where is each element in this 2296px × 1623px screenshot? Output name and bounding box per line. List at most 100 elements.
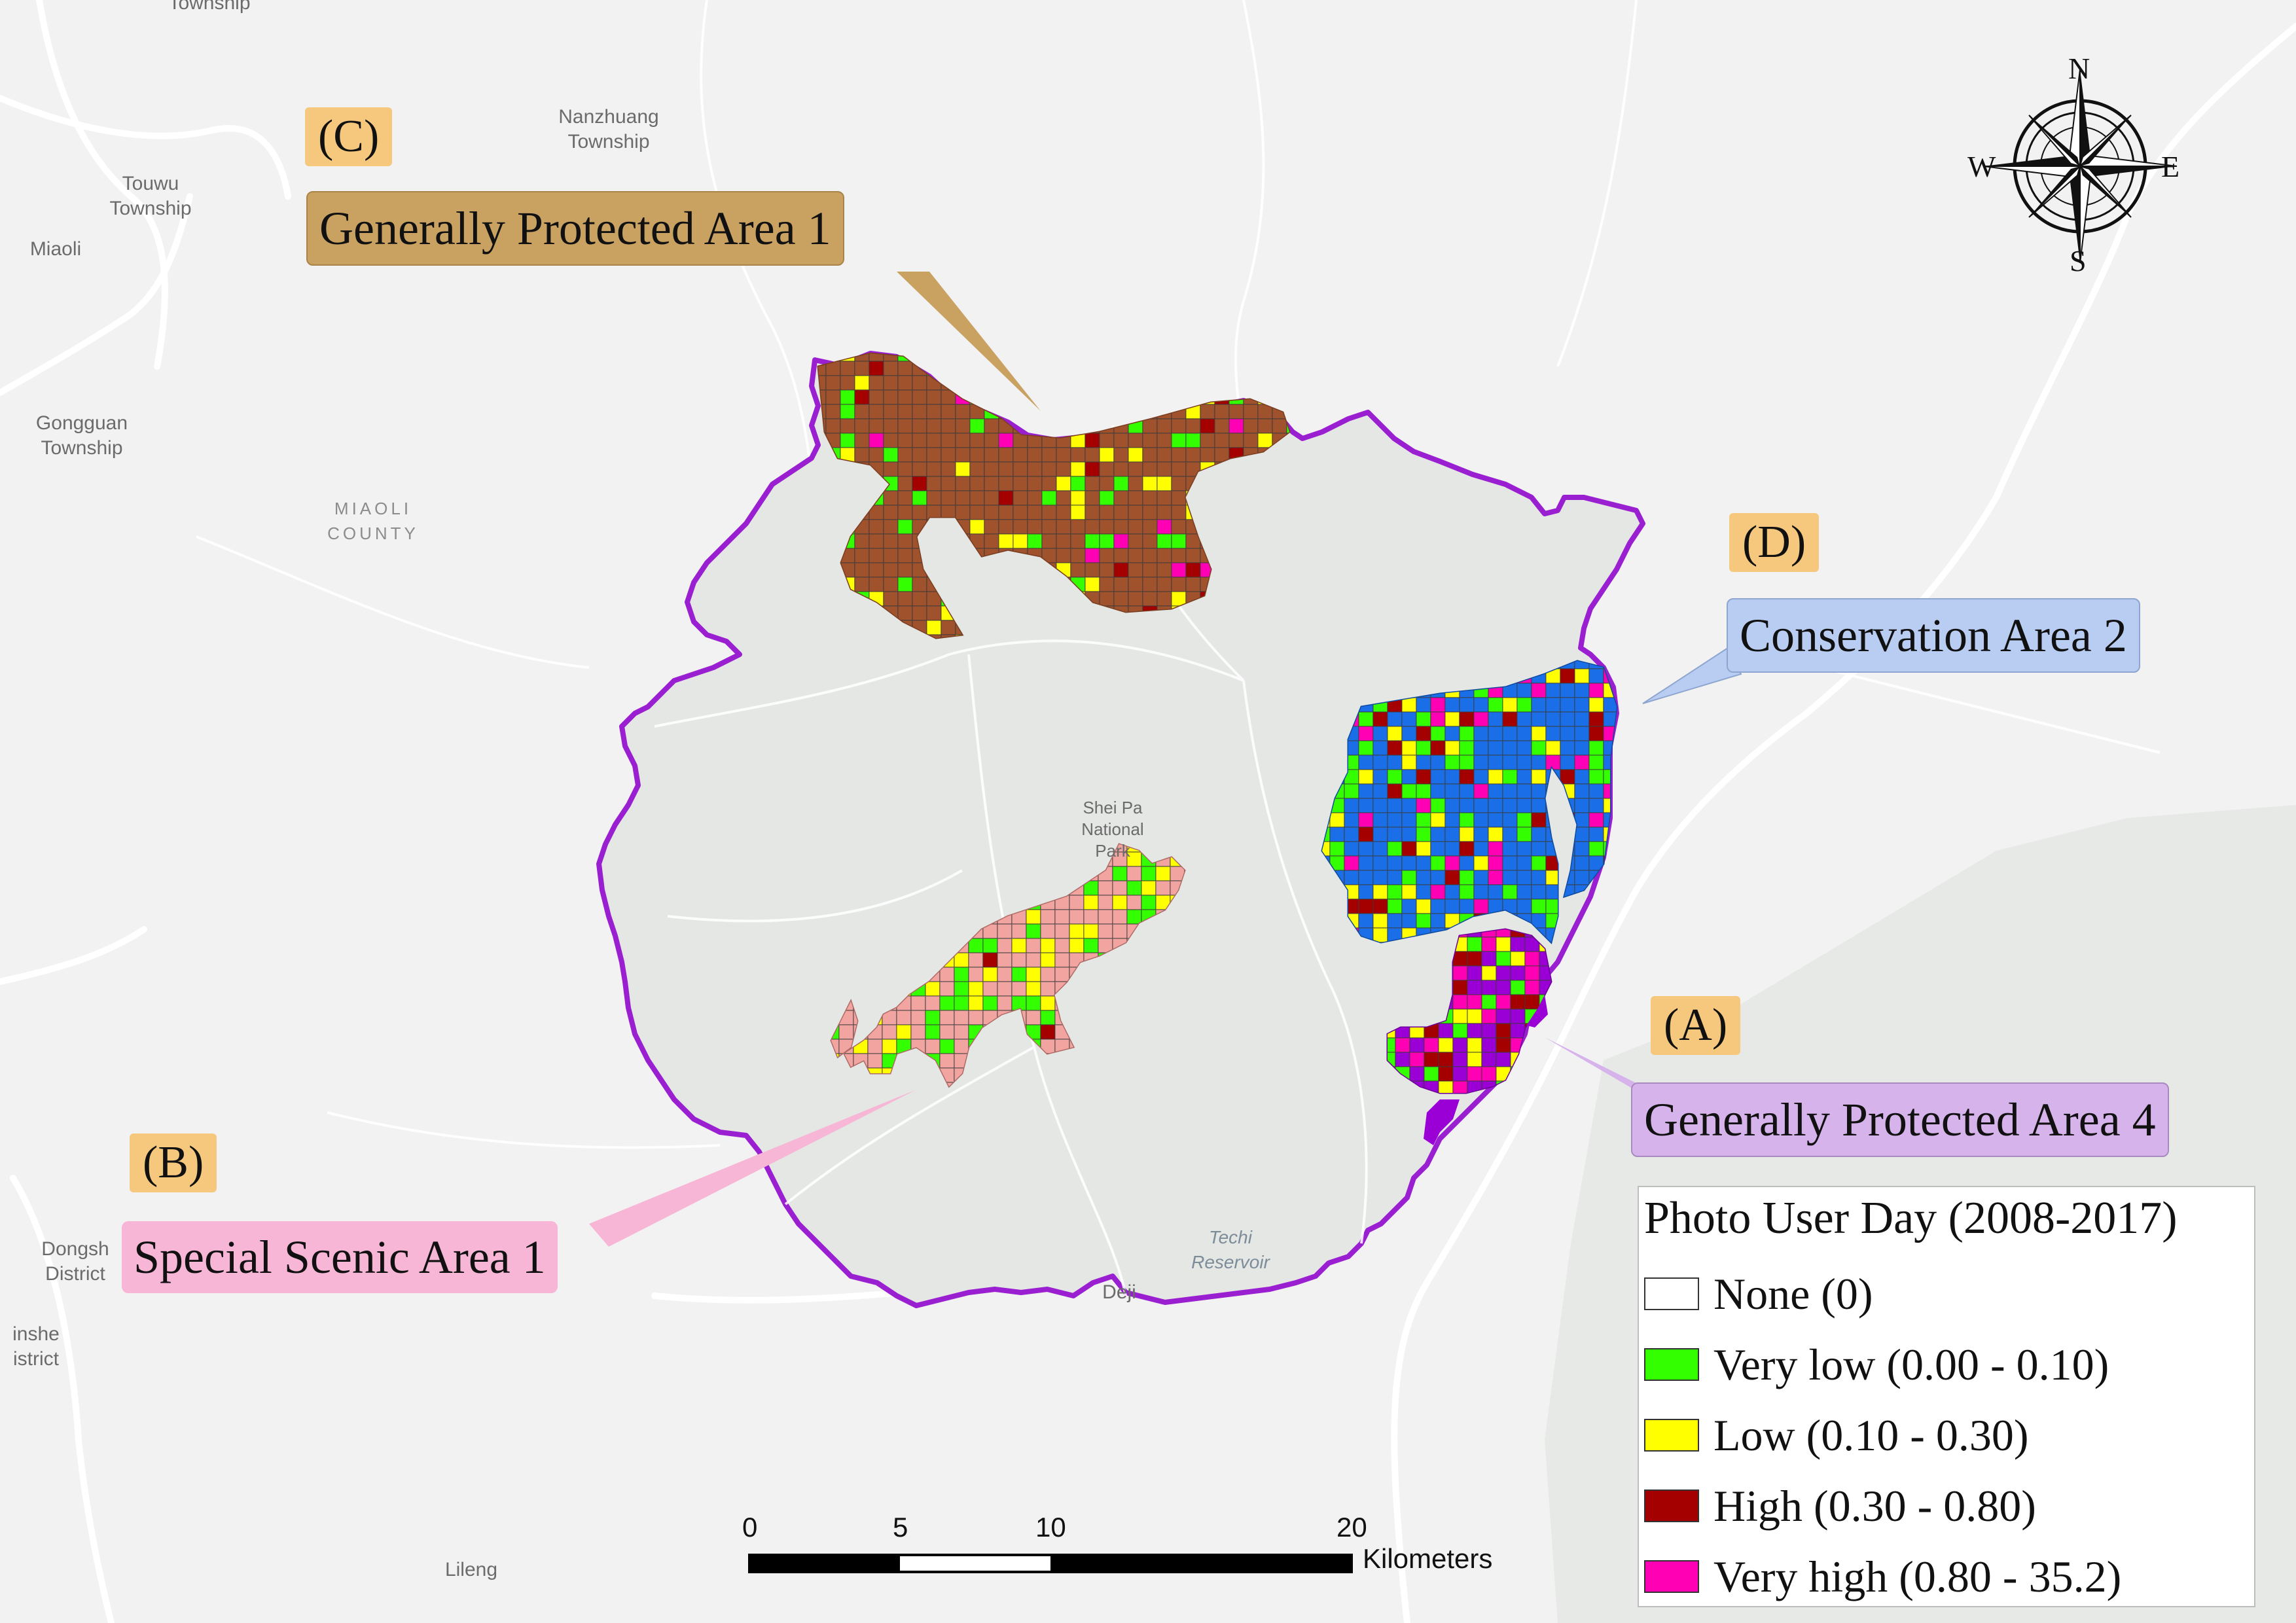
- grid-cell: [1142, 577, 1158, 592]
- grid-cell: [1358, 726, 1374, 741]
- grid-cell: [1452, 1037, 1468, 1053]
- grid-cell: [1387, 798, 1403, 813]
- grid-cell: [1054, 952, 1070, 968]
- grid-cell: [997, 952, 1013, 968]
- grid-cell: [883, 389, 899, 405]
- grid-cell: [854, 389, 870, 405]
- grid-cell: [912, 505, 927, 520]
- grid-cell: [1099, 533, 1115, 549]
- grid-cell: [1085, 519, 1100, 535]
- grid-cell: [1099, 519, 1115, 535]
- grid-cell: [1560, 668, 1575, 684]
- grid-cell: [955, 476, 971, 491]
- grid-cell: [1026, 952, 1041, 968]
- grid-cell: [984, 533, 999, 549]
- grid-cell: [1157, 476, 1172, 491]
- grid-cell: [1395, 1052, 1410, 1067]
- grid-cell: [1473, 855, 1489, 871]
- grid-cell: [1473, 726, 1489, 741]
- grid-cell: [1516, 841, 1532, 857]
- grid-cell: [1409, 1052, 1425, 1067]
- grid-cell: [1069, 895, 1085, 910]
- grid-cell: [883, 562, 899, 578]
- grid-cell: [1372, 769, 1388, 785]
- grid-cell: [1372, 798, 1388, 813]
- compass-s: S: [2070, 244, 2087, 277]
- grid-cell: [969, 505, 985, 520]
- grid-cell: [1560, 740, 1575, 756]
- grid-cell: [1056, 490, 1071, 506]
- grid-cell: [1112, 866, 1128, 882]
- grid-cell: [1481, 1037, 1497, 1053]
- grid-cell: [1171, 519, 1187, 535]
- grid-cell: [1430, 884, 1446, 900]
- grid-cell: [1085, 433, 1100, 448]
- grid-cell: [1444, 697, 1460, 713]
- grid-cell: [1438, 1023, 1454, 1039]
- place-label-nanzhuang: Nanzhuang Township: [558, 106, 659, 152]
- grid-cell: [1545, 711, 1561, 727]
- grid-cell: [1387, 855, 1403, 871]
- grid-cell: [1113, 577, 1129, 592]
- grid-cell: [1444, 798, 1460, 813]
- grid-cell: [1229, 433, 1244, 448]
- grid-cell: [954, 1024, 969, 1040]
- grid-cell: [1481, 1052, 1497, 1067]
- grid-cell: [1013, 476, 1028, 491]
- grid-cell: [1041, 505, 1057, 520]
- grid-cell: [1496, 951, 1511, 967]
- grid-cell: [1545, 697, 1561, 713]
- grid-cell: [969, 490, 985, 506]
- callout-gpa1: Generally Protected Area 1: [306, 191, 844, 266]
- grid-cell: [1416, 913, 1431, 929]
- legend-item-high: High (0.30 - 0.80): [1644, 1476, 2036, 1535]
- grid-cell: [1430, 740, 1446, 756]
- grid-cell: [825, 375, 841, 391]
- grid-cell: [910, 1010, 926, 1026]
- grid-cell: [998, 476, 1014, 491]
- grid-cell: [1516, 812, 1532, 828]
- grid-cell: [1401, 870, 1417, 885]
- grid-cell: [1531, 711, 1547, 727]
- grid-cell: [897, 577, 913, 592]
- grid-cell: [912, 591, 927, 607]
- grid-cell: [1502, 812, 1518, 828]
- grid-cell: [1070, 505, 1086, 520]
- grid-cell: [1372, 783, 1388, 799]
- grid-cell: [1358, 870, 1374, 885]
- grid-cell: [1574, 841, 1590, 857]
- grid-cell: [1243, 404, 1259, 419]
- grid-cell: [1588, 726, 1604, 741]
- grid-cell: [941, 490, 956, 506]
- grid-cell: [1070, 447, 1086, 463]
- grid-cell: [910, 1024, 926, 1040]
- grid-cell: [939, 1039, 955, 1054]
- grid-cell: [1157, 461, 1172, 477]
- grid-cell: [1574, 683, 1590, 698]
- grid-cell: [1467, 936, 1482, 952]
- grid-cell: [1070, 476, 1086, 491]
- grid-cell: [1099, 591, 1115, 607]
- grid-cell: [1502, 841, 1518, 857]
- grid-cell: [1083, 923, 1099, 939]
- grid-cell: [1401, 884, 1417, 900]
- grid-cell: [926, 433, 942, 448]
- grid-cell: [883, 490, 899, 506]
- place-label-deji: Deji: [1102, 1281, 1136, 1303]
- grid-cell: [1395, 1037, 1410, 1053]
- grid-cell: [1126, 909, 1142, 925]
- grid-cell: [1128, 476, 1143, 491]
- grid-cell: [825, 418, 841, 434]
- grid-cell: [1157, 533, 1172, 549]
- grid-cell: [926, 404, 942, 419]
- grid-cell: [1142, 519, 1158, 535]
- grid-cell: [1113, 447, 1129, 463]
- grid-cell: [1459, 740, 1475, 756]
- grid-cell: [1516, 783, 1532, 799]
- grid-cell: [925, 1039, 941, 1054]
- scale-tick-20: 20: [1336, 1512, 1367, 1543]
- grid-cell: [1040, 952, 1056, 968]
- place-label-miaoli: Miaoli: [29, 238, 82, 260]
- grid-cell: [1459, 798, 1475, 813]
- grid-cell: [998, 433, 1014, 448]
